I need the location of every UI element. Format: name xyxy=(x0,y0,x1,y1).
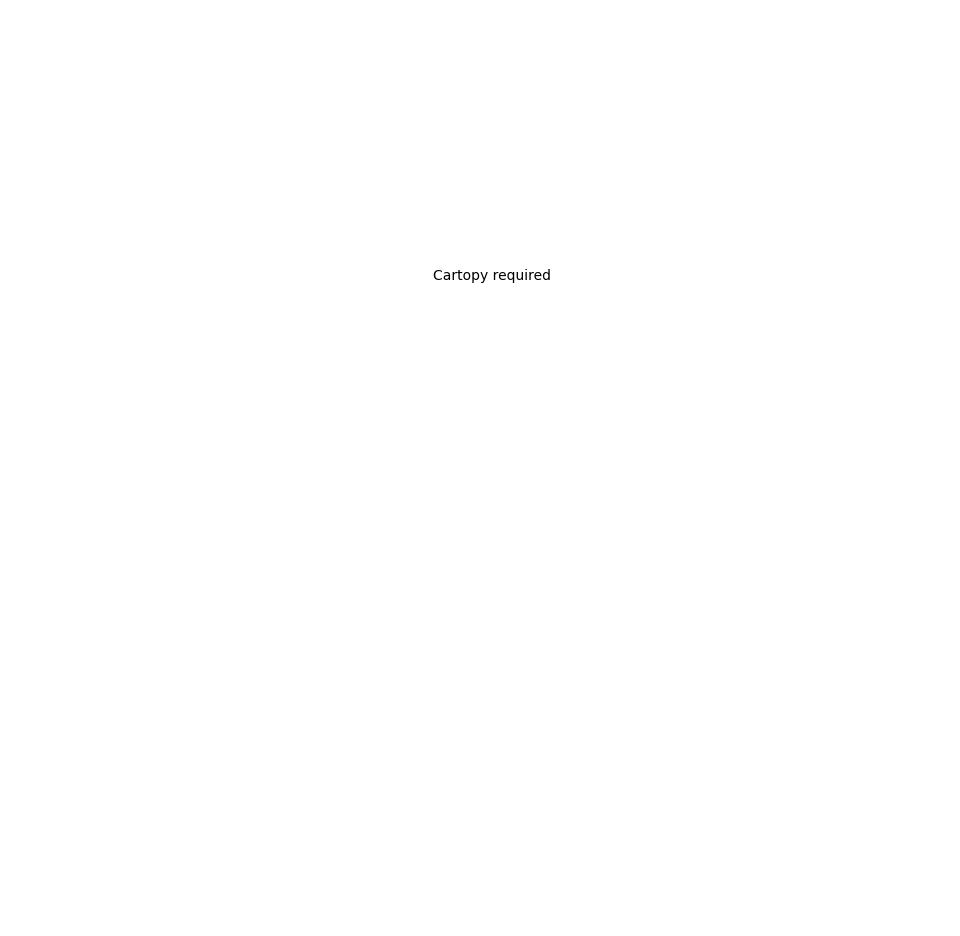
Text: Cartopy required: Cartopy required xyxy=(433,270,551,283)
